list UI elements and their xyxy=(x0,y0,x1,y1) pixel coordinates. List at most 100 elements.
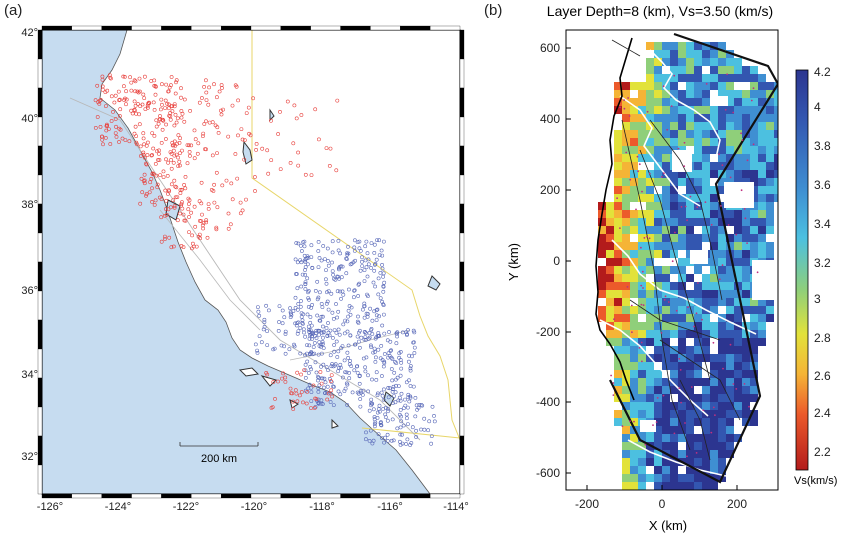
station-marker xyxy=(305,343,309,348)
station-marker xyxy=(357,374,362,379)
velocity-cell xyxy=(734,242,742,250)
station-marker xyxy=(186,202,191,206)
fault-line xyxy=(69,97,421,441)
station-dot xyxy=(712,406,715,409)
station-marker xyxy=(109,119,114,123)
velocity-cell xyxy=(630,274,638,282)
contour-line xyxy=(627,439,727,477)
velocity-cell xyxy=(622,194,630,202)
velocity-cell xyxy=(622,258,630,266)
station-marker xyxy=(189,210,194,215)
station-marker xyxy=(395,331,399,336)
velocity-cell xyxy=(622,266,630,274)
velocity-cell xyxy=(670,410,678,418)
station-marker xyxy=(383,405,388,410)
velocity-cell xyxy=(702,338,710,346)
velocity-cell xyxy=(622,114,630,122)
velocity-cell xyxy=(734,314,742,322)
lat-tick-label: 42° xyxy=(21,27,38,39)
station-marker xyxy=(360,392,365,397)
station-marker xyxy=(355,240,360,245)
station-marker xyxy=(172,153,177,158)
station-marker xyxy=(407,353,412,358)
station-marker xyxy=(197,199,202,204)
velocity-cell xyxy=(694,322,702,330)
velocity-cell xyxy=(614,162,622,170)
station-marker xyxy=(313,107,318,112)
station-marker xyxy=(344,256,349,261)
station-marker xyxy=(362,279,367,284)
velocity-cell xyxy=(630,98,638,106)
station-marker xyxy=(380,393,385,398)
velocity-cell xyxy=(622,394,630,402)
velocity-cell xyxy=(742,378,750,386)
velocity-cell xyxy=(686,322,694,330)
velocity-cell xyxy=(614,146,622,154)
velocity-cell xyxy=(678,362,686,370)
station-marker xyxy=(214,170,219,175)
velocity-cell xyxy=(710,186,718,194)
station-marker xyxy=(414,403,419,408)
station-marker xyxy=(364,265,369,270)
station-marker xyxy=(376,347,381,352)
station-marker xyxy=(138,144,143,149)
velocity-cell xyxy=(670,138,678,146)
station-marker xyxy=(159,102,164,107)
velocity-cell xyxy=(646,378,654,386)
velocity-cell xyxy=(670,178,678,186)
station-marker xyxy=(251,96,256,101)
station-marker xyxy=(199,219,204,224)
velocity-cell xyxy=(774,170,778,178)
station-dot xyxy=(741,139,744,142)
station-marker xyxy=(144,193,148,198)
velocity-cell xyxy=(710,290,718,298)
station-marker xyxy=(309,173,314,178)
station-marker xyxy=(362,268,367,273)
station-dot xyxy=(740,132,742,135)
velocity-cell xyxy=(686,274,694,282)
station-marker xyxy=(172,205,177,210)
station-marker xyxy=(381,397,386,402)
station-dot xyxy=(679,369,682,371)
station-marker xyxy=(427,419,432,424)
velocity-cell xyxy=(710,218,718,226)
station-marker xyxy=(375,238,379,243)
velocity-cell xyxy=(710,66,718,74)
station-marker xyxy=(376,276,381,281)
velocity-cell xyxy=(742,146,750,154)
station-marker xyxy=(406,359,411,364)
station-marker xyxy=(336,389,341,394)
station-marker xyxy=(149,79,154,83)
station-marker xyxy=(386,385,391,390)
station-marker xyxy=(355,370,360,375)
velocity-cell xyxy=(622,178,630,186)
station-marker xyxy=(202,122,207,126)
velocity-cell xyxy=(718,130,726,138)
station-marker xyxy=(133,89,138,94)
velocity-cell xyxy=(622,122,630,130)
velocity-cell xyxy=(678,138,686,146)
lon-tick-label: -124° xyxy=(105,501,131,513)
station-marker xyxy=(398,425,403,430)
station-dot xyxy=(675,309,678,312)
station-marker xyxy=(169,182,174,187)
station-marker xyxy=(390,357,395,361)
station-marker xyxy=(323,391,327,396)
station-marker xyxy=(305,359,310,364)
velocity-cell xyxy=(686,42,694,50)
velocity-cell xyxy=(710,466,718,474)
velocity-cell xyxy=(662,114,670,122)
station-marker xyxy=(379,343,384,348)
station-marker xyxy=(307,336,312,341)
station-marker xyxy=(303,172,308,177)
station-marker xyxy=(300,272,305,277)
station-marker xyxy=(123,138,128,143)
velocity-cell xyxy=(638,362,646,370)
velocity-cell xyxy=(750,394,758,402)
station-marker xyxy=(219,112,224,117)
velocity-cell xyxy=(614,386,622,394)
station-marker xyxy=(325,299,330,304)
station-marker xyxy=(372,250,377,255)
station-marker xyxy=(360,264,365,269)
velocity-cell xyxy=(710,330,718,338)
